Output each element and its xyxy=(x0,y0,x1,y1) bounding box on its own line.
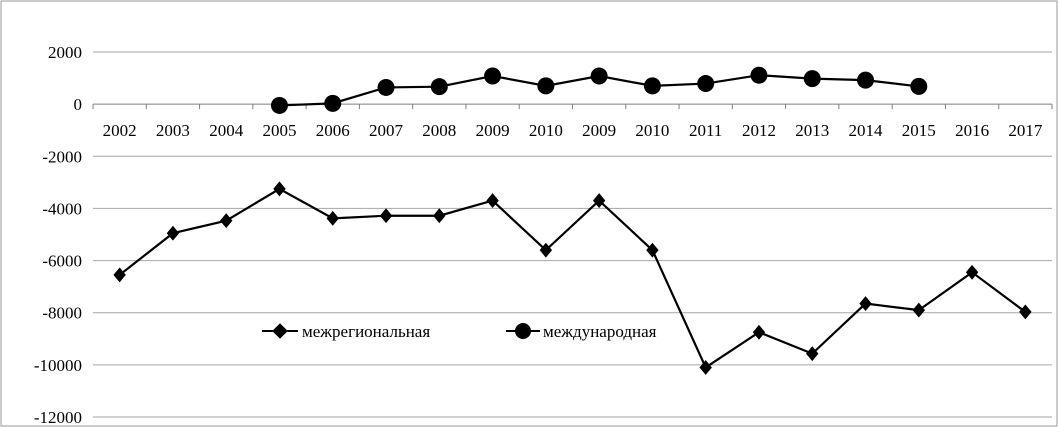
x-tick-label: 2003 xyxy=(156,121,190,140)
data-point-interregional xyxy=(965,264,979,280)
series-line-interregional xyxy=(118,187,1027,370)
data-point-international xyxy=(910,77,928,95)
data-point-interregional xyxy=(752,324,766,340)
data-point-interregional xyxy=(219,213,233,229)
data-point-interregional xyxy=(699,360,712,375)
x-tick-label: 2013 xyxy=(795,121,829,140)
data-point-interregional xyxy=(486,193,499,209)
data-point-interregional xyxy=(433,208,446,224)
data-point-interregional xyxy=(1019,304,1032,320)
data-point-international xyxy=(270,96,288,114)
x-tick-label: 2007 xyxy=(369,121,404,140)
x-tick-label: 2004 xyxy=(209,121,244,140)
y-tick-label: -2000 xyxy=(42,147,82,166)
data-point-interregional xyxy=(592,193,606,209)
x-tick-label: 2015 xyxy=(902,121,936,140)
x-tick-label: 2005 xyxy=(262,121,296,140)
x-axis: 2002 2003 2004 2005 2006 2007 2008 2009 2010 2009… xyxy=(92,103,1053,140)
data-point-international xyxy=(324,94,342,112)
data-point-international xyxy=(430,78,448,96)
data-point-interregional xyxy=(166,225,180,241)
x-tick-label: 2017 xyxy=(1008,121,1043,140)
data-point-international xyxy=(377,78,395,96)
data-point-interregional xyxy=(113,267,126,283)
legend-label-international: международная xyxy=(543,322,657,341)
y-axis: 2000 0 -2000 -4000 -6000 -8000 -10000 -12000 xyxy=(34,43,82,427)
data-point-interregional xyxy=(379,208,393,224)
data-point-interregional xyxy=(273,181,286,197)
data-point-international xyxy=(537,77,555,95)
data-point-interregional xyxy=(326,210,339,226)
y-tick-label: -8000 xyxy=(42,304,82,323)
y-tick-label: -4000 xyxy=(42,199,82,218)
data-point-international xyxy=(643,77,661,95)
y-tick-label: -10000 xyxy=(34,356,82,375)
y-tick-label: 2000 xyxy=(48,43,82,62)
x-tick-label: 2006 xyxy=(316,121,350,140)
y-tick-label: -6000 xyxy=(42,252,82,271)
data-point-interregional xyxy=(539,242,553,258)
data-point-interregional xyxy=(912,302,926,318)
legend: межрегиональная международная xyxy=(262,322,657,341)
legend-marker-international xyxy=(515,323,531,339)
data-point-international xyxy=(590,67,608,85)
x-tick-label: 2014 xyxy=(849,121,884,140)
y-tick-label: 0 xyxy=(74,95,83,114)
x-tick-label: 2010 xyxy=(635,121,669,140)
x-tick-label: 2010 xyxy=(529,121,563,140)
series-group xyxy=(113,66,1032,375)
data-point-international xyxy=(857,71,875,89)
x-tick-label: 2008 xyxy=(422,121,456,140)
gridlines xyxy=(93,51,1052,418)
data-point-international xyxy=(697,75,715,93)
data-point-interregional xyxy=(859,296,872,312)
x-tick-label: 2012 xyxy=(742,121,776,140)
x-tick-label: 2011 xyxy=(689,121,722,140)
y-tick-label: -12000 xyxy=(34,408,82,427)
x-tick-label: 2009 xyxy=(582,121,616,140)
x-tick-label: 2016 xyxy=(955,121,989,140)
data-point-interregional xyxy=(646,242,659,258)
data-point-interregional xyxy=(806,346,819,362)
x-tick-label: 2002 xyxy=(103,121,137,140)
x-tick-label: 2009 xyxy=(476,121,510,140)
data-point-international xyxy=(484,67,502,85)
data-point-international xyxy=(803,70,821,88)
data-point-international xyxy=(750,66,768,84)
legend-label-interregional: межрегиональная xyxy=(302,322,430,341)
